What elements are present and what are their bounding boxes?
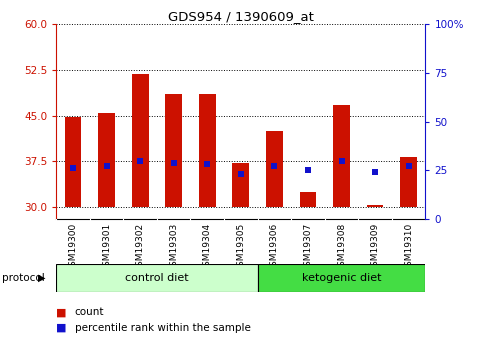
Bar — [98, 113, 115, 207]
Bar — [165, 94, 182, 207]
Text: GSM19309: GSM19309 — [370, 223, 379, 272]
Text: ■: ■ — [56, 307, 66, 317]
Text: control diet: control diet — [125, 273, 188, 283]
Text: percentile rank within the sample: percentile rank within the sample — [75, 323, 250, 333]
Bar — [265, 131, 282, 207]
Bar — [131, 74, 148, 207]
Text: GSM19306: GSM19306 — [269, 223, 278, 272]
Text: count: count — [75, 307, 104, 317]
Text: ketogenic diet: ketogenic diet — [301, 273, 381, 283]
Text: GSM19305: GSM19305 — [236, 223, 245, 272]
Bar — [199, 94, 215, 207]
Bar — [299, 192, 316, 207]
Text: GSM19303: GSM19303 — [169, 223, 178, 272]
Bar — [332, 105, 349, 207]
Text: GSM19310: GSM19310 — [403, 223, 412, 272]
Bar — [257, 264, 425, 292]
Text: GSM19301: GSM19301 — [102, 223, 111, 272]
Bar — [400, 157, 416, 207]
Text: GSM19308: GSM19308 — [336, 223, 346, 272]
Bar — [64, 117, 81, 207]
Bar — [232, 163, 249, 207]
Text: protocol: protocol — [2, 273, 45, 283]
Bar — [366, 205, 383, 207]
Text: GSM19300: GSM19300 — [68, 223, 78, 272]
Text: GSM19307: GSM19307 — [303, 223, 312, 272]
Text: GSM19304: GSM19304 — [203, 223, 211, 272]
Bar — [56, 264, 257, 292]
Text: ▶: ▶ — [38, 273, 45, 283]
Text: GSM19302: GSM19302 — [135, 223, 144, 272]
Text: ■: ■ — [56, 323, 66, 333]
Title: GDS954 / 1390609_at: GDS954 / 1390609_at — [167, 10, 313, 23]
